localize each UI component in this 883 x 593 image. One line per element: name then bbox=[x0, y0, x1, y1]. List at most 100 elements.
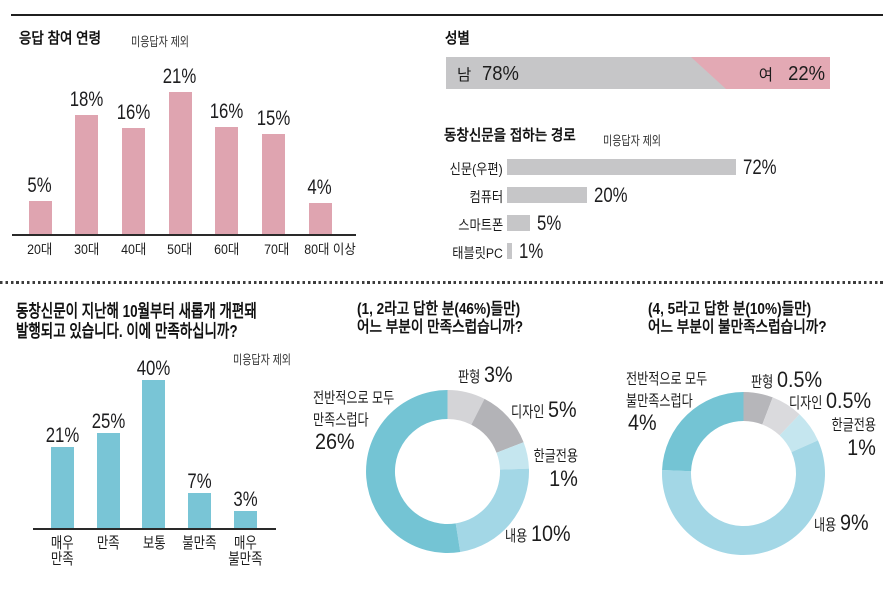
satisfaction-category-label: 매우 만족 bbox=[18, 536, 108, 567]
channel-value-label: 72% bbox=[743, 156, 786, 178]
age-value-label: 18% bbox=[47, 88, 127, 110]
callout-category: 판형 bbox=[751, 374, 774, 391]
age-chart-title: 응답 참여 연령 bbox=[19, 30, 102, 47]
channels-chart-title: 동창신문을 접하는 경로 bbox=[444, 127, 576, 144]
gender-male-segment bbox=[446, 57, 726, 89]
donut_dissatisfied-callout: 한글전용 1% bbox=[726, 415, 876, 461]
donut-satisfied-title-line2: 어느 부분이 만족스럽습니까? bbox=[357, 318, 524, 336]
value-text: 5% bbox=[27, 173, 53, 197]
age-category-label: 50대 bbox=[135, 243, 225, 257]
donut_dissatisfied-callout-line: 불만족스럽다 bbox=[626, 391, 730, 413]
channel-bar bbox=[507, 243, 512, 259]
callout-category: 전반적으로 모두 bbox=[626, 371, 708, 388]
channel-label: 신문(우편) bbox=[383, 159, 503, 179]
value-text: 16% bbox=[209, 99, 244, 123]
age-category-label: 80대 이상 bbox=[285, 243, 375, 257]
gender-bar: 남 78% 여 22% bbox=[446, 57, 830, 89]
donut_satisfied-callout: 전반적으로 모두 만족스럽다 26% bbox=[313, 388, 417, 456]
channel-value-label: 5% bbox=[537, 212, 568, 234]
age-value-label: 16% bbox=[93, 101, 173, 123]
gender-male-name: 남 bbox=[457, 67, 472, 84]
category-text: 20대 bbox=[27, 242, 53, 257]
category-text: 매우 만족 bbox=[51, 535, 74, 568]
satisfaction-bar bbox=[51, 447, 74, 528]
gender-female-label: 여 22% bbox=[759, 59, 825, 89]
value-text: 16% bbox=[116, 100, 151, 124]
callout-category: 내용 bbox=[505, 528, 528, 545]
age-bar bbox=[28, 201, 52, 234]
satisfaction-value-label: 21% bbox=[23, 424, 103, 446]
callout-category: 판형 bbox=[458, 369, 481, 386]
callout-value: 1% bbox=[847, 434, 876, 460]
satisfaction-x-axis bbox=[33, 528, 276, 530]
donut_dissatisfied-callout: 내용 9% bbox=[814, 512, 872, 537]
donut_dissatisfied-slice bbox=[662, 391, 744, 471]
category-text: 80대 이상 bbox=[304, 242, 356, 257]
satisfaction-title-line2: 발행되고 있습니다. 이에 만족하십니까? bbox=[16, 320, 238, 341]
value-text: 18% bbox=[69, 87, 104, 111]
value-text: 7% bbox=[187, 469, 212, 493]
age-bar bbox=[215, 127, 239, 234]
donut_dissatisfied-callout-line: 전반적으로 모두 bbox=[626, 369, 730, 391]
satisfaction-chart-title: 동창신문이 지난해 10월부터 새롭개 개편돼 발행되고 있습니다. 이에 만족… bbox=[16, 301, 257, 341]
donut_satisfied-slice bbox=[447, 390, 484, 425]
donut-dissatisfied-title: (4, 5라고 답한 분(10%)들만) 어느 부분이 불만족스럽습니까? bbox=[648, 301, 827, 336]
channel-label-text: 컴퓨터 bbox=[469, 190, 503, 206]
value-text: 5% bbox=[537, 211, 562, 235]
donut_dissatisfied-callout: 디자인 0.5% bbox=[789, 390, 876, 415]
channel-value-label: 20% bbox=[594, 184, 637, 206]
category-text: 매우 불만족 bbox=[228, 535, 263, 568]
channel-bar bbox=[507, 159, 736, 175]
donut_satisfied-callout-line: 디자인 5% bbox=[511, 399, 580, 424]
category-text: 보통 bbox=[142, 535, 166, 552]
age-category-label: 40대 bbox=[88, 243, 178, 257]
age-bar bbox=[308, 203, 332, 234]
callout-value: 0.5% bbox=[826, 388, 872, 413]
value-text: 1% bbox=[519, 239, 544, 263]
age-value-label: 16% bbox=[187, 100, 267, 122]
donut_dissatisfied-slice bbox=[662, 439, 826, 555]
donut_dissatisfied-callout-line: 4% bbox=[626, 412, 730, 437]
donut_satisfied-slice bbox=[496, 442, 529, 470]
satisfaction-bar bbox=[142, 380, 166, 528]
value-text: 3% bbox=[233, 487, 258, 511]
value-text: 21% bbox=[163, 64, 197, 88]
gender-male-value: 78% bbox=[482, 62, 520, 85]
age-value-label: 5% bbox=[0, 174, 80, 196]
age-value-label: 21% bbox=[140, 65, 220, 87]
donut_satisfied-rings bbox=[365, 390, 529, 553]
satisfaction-chart-note: 미응답자 제외 bbox=[233, 353, 291, 367]
donut_dissatisfied-callout-line: 디자인 0.5% bbox=[789, 390, 876, 415]
channel-label-text: 태블릿PC bbox=[452, 246, 503, 262]
channel-label: 태블릿PC bbox=[383, 243, 503, 263]
satisfaction-value-label: 25% bbox=[68, 410, 148, 432]
satisfaction-value-label: 3% bbox=[205, 488, 285, 510]
donut_dissatisfied-callout-line: 1% bbox=[726, 434, 876, 462]
donut_dissatisfied-callout-line: 판형 0.5% bbox=[751, 369, 827, 394]
donut-satisfied-title-line1: (1, 2라고 답한 분(46%)들만) bbox=[357, 301, 521, 318]
category-text: 불만족 bbox=[182, 535, 217, 552]
channel-value-label: 1% bbox=[519, 240, 550, 262]
age-bar bbox=[168, 92, 192, 234]
value-text: 40% bbox=[137, 356, 171, 380]
age-category-label: 20대 bbox=[0, 243, 85, 257]
donut_satisfied-callout: 판형 3% bbox=[458, 364, 516, 389]
value-text: 21% bbox=[45, 423, 80, 447]
callout-value: 0.5% bbox=[777, 367, 823, 392]
age-x-axis bbox=[12, 234, 356, 236]
age-bar bbox=[75, 115, 99, 234]
callout-category: 한글전용 bbox=[533, 448, 578, 465]
donut_dissatisfied-callout-line: 한글전용 bbox=[726, 415, 876, 437]
satisfaction-category-label: 불만족 bbox=[155, 536, 245, 552]
donut_dissatisfied-slice bbox=[743, 391, 773, 424]
donut_satisfied-callout-line: 판형 3% bbox=[458, 364, 516, 389]
gender-male-label: 남 78% bbox=[457, 59, 523, 89]
donut_satisfied-slice bbox=[455, 468, 529, 552]
age-value-label: 4% bbox=[280, 176, 360, 198]
callout-category: 전반적으로 모두 bbox=[313, 390, 395, 407]
gender-chart-title: 성별 bbox=[445, 30, 470, 47]
channel-label-text: 신문(우편) bbox=[449, 162, 503, 178]
donut_satisfied-callout-line: 한글전용 bbox=[428, 446, 578, 468]
satisfaction-bar bbox=[188, 493, 212, 528]
